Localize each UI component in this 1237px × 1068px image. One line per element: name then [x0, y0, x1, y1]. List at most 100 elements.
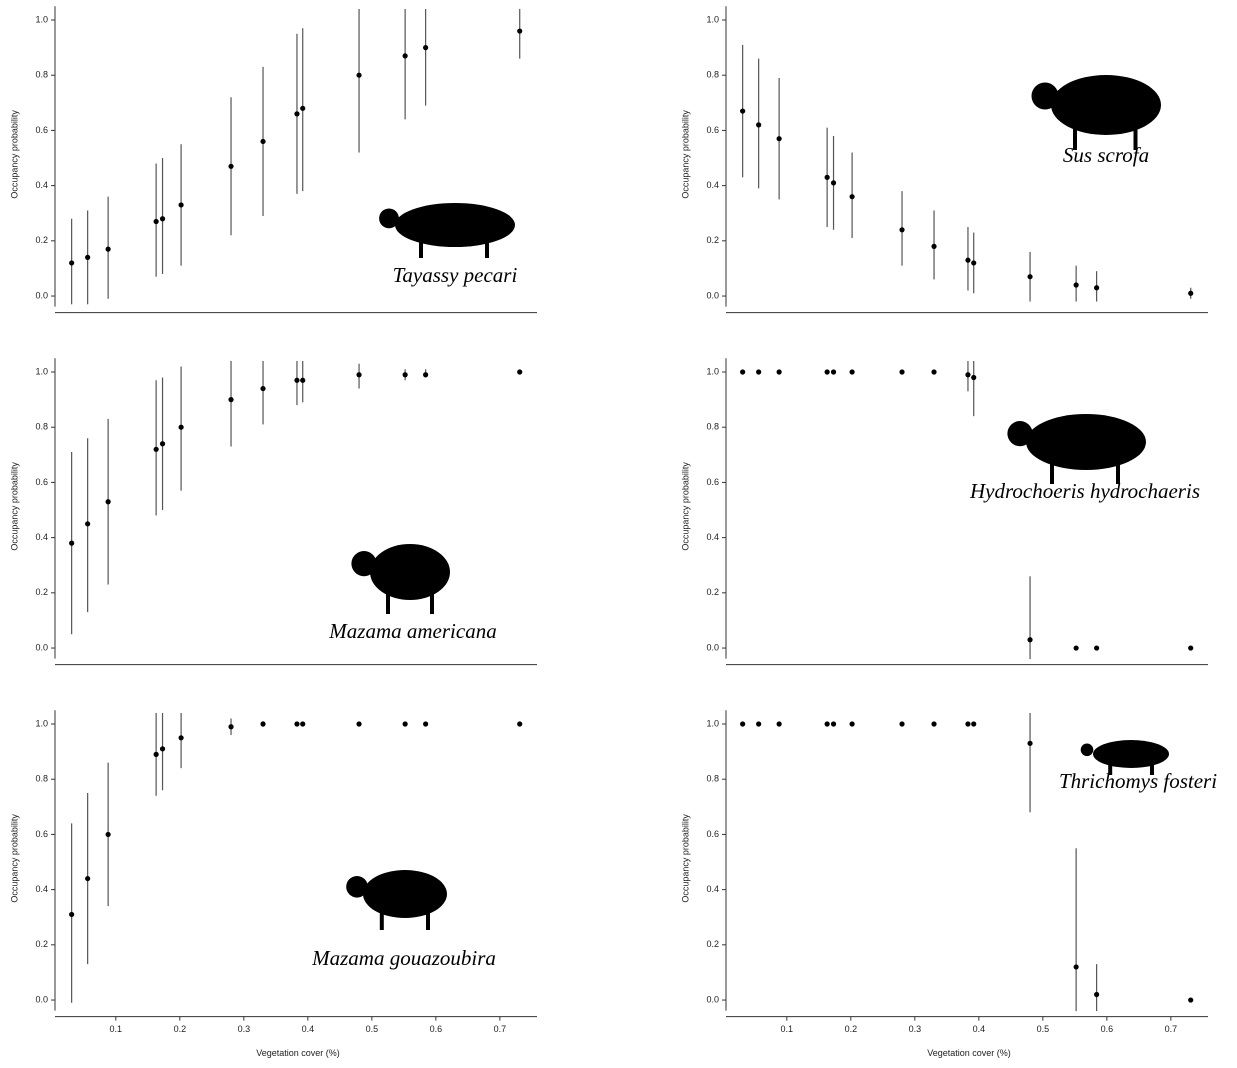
- x-tick-label: 0.4: [302, 1024, 315, 1034]
- y-tick-label: 0.8: [35, 774, 48, 784]
- x-tick-label: 0.7: [494, 1024, 507, 1034]
- point: [260, 138, 266, 145]
- y-tick-label: 0.0: [706, 290, 719, 300]
- panel: 0.0 0.2 0.4 0.6 0.8 1.0 0.1 0.2 0.3 0.4 0.5 0.6 0.7 O…: [9, 710, 537, 1058]
- animal-silhouette: [370, 544, 450, 600]
- point: [85, 254, 91, 260]
- y-tick-label: 0.2: [706, 939, 719, 949]
- y-axis-label: Occupancy probability: [9, 110, 19, 199]
- point: [1188, 290, 1194, 296]
- y-axis-label: Occupancy probability: [9, 814, 19, 903]
- point: [971, 721, 977, 727]
- point: [931, 721, 937, 727]
- point: [159, 441, 166, 447]
- point: [1073, 282, 1079, 288]
- y-tick-label: 0.6: [706, 125, 719, 135]
- point: [69, 540, 75, 546]
- panel: 0.0 0.2 0.4 0.6 0.8 1.0 Occupancy probability M…: [9, 358, 537, 666]
- point: [153, 218, 159, 225]
- point: [517, 369, 523, 375]
- animal-silhouette: [419, 225, 423, 258]
- point: [1094, 991, 1100, 998]
- point: [159, 216, 166, 222]
- point: [776, 721, 782, 727]
- y-tick-label: 0.4: [706, 180, 719, 190]
- point: [824, 369, 830, 375]
- point: [965, 721, 971, 727]
- point: [899, 721, 905, 727]
- y-tick-label: 0.0: [35, 642, 48, 652]
- point: [776, 369, 782, 375]
- x-tick-label: 0.6: [430, 1024, 443, 1034]
- point: [105, 831, 111, 838]
- y-tick-label: 0.0: [35, 994, 48, 1004]
- point: [1073, 964, 1079, 970]
- point: [85, 875, 91, 882]
- x-tick-label: 0.5: [366, 1024, 379, 1034]
- animal-silhouette: [379, 208, 399, 229]
- y-tick-label: 0.0: [35, 290, 48, 300]
- animal-silhouette: [1150, 754, 1154, 775]
- y-tick-label: 0.4: [35, 532, 48, 542]
- animal-silhouette: [386, 572, 390, 614]
- y-tick-label: 0.6: [706, 477, 719, 487]
- point: [849, 369, 855, 375]
- animal-silhouette: [485, 225, 489, 258]
- y-tick-label: 0.2: [35, 939, 48, 949]
- point: [423, 45, 429, 51]
- point: [159, 746, 166, 752]
- y-tick-label: 0.8: [35, 422, 48, 432]
- species-title: Mazama gouazoubira: [311, 946, 496, 970]
- y-tick-label: 0.4: [706, 532, 719, 542]
- species-title: Sus scrofa: [1063, 143, 1149, 167]
- x-tick-label: 0.2: [174, 1024, 187, 1034]
- point: [294, 111, 300, 117]
- x-tick-label: 0.4: [973, 1024, 986, 1034]
- point: [971, 260, 977, 266]
- point: [1188, 997, 1194, 1003]
- y-tick-label: 0.6: [35, 477, 48, 487]
- point: [153, 751, 159, 757]
- point: [517, 721, 523, 727]
- animal-silhouette: [395, 203, 515, 247]
- point: [356, 721, 362, 727]
- animal-silhouette: [1026, 414, 1146, 470]
- point: [1094, 285, 1100, 291]
- point: [402, 721, 408, 727]
- x-tick-label: 0.6: [1101, 1024, 1114, 1034]
- y-tick-label: 1.0: [706, 366, 719, 376]
- animal-silhouette: [1116, 442, 1120, 484]
- x-tick-label: 0.7: [1165, 1024, 1178, 1034]
- point: [69, 260, 75, 266]
- point: [965, 372, 971, 378]
- y-tick-label: 1.0: [35, 718, 48, 728]
- x-tick-label: 0.5: [1037, 1024, 1050, 1034]
- point: [69, 911, 75, 918]
- species-title: Mazama americana: [328, 619, 496, 643]
- point: [1027, 274, 1033, 280]
- animal-silhouette: [351, 551, 377, 577]
- x-axis-label: Vegetation cover (%): [256, 1048, 340, 1058]
- point: [178, 735, 184, 741]
- point: [228, 163, 234, 169]
- animal-silhouette: [1031, 82, 1059, 110]
- y-tick-label: 0.4: [35, 884, 48, 894]
- point: [294, 377, 300, 383]
- y-tick-label: 0.2: [706, 235, 719, 245]
- point: [824, 174, 830, 180]
- point: [1094, 645, 1100, 651]
- x-tick-label: 0.1: [781, 1024, 794, 1034]
- animal-silhouette: [426, 894, 430, 930]
- panel: 0.0 0.2 0.4 0.6 0.8 1.0 Occupancy probability S…: [680, 6, 1208, 314]
- y-tick-label: 0.8: [35, 70, 48, 80]
- point: [356, 372, 362, 378]
- panel: 0.0 0.2 0.4 0.6 0.8 1.0 Occupancy probability H…: [680, 358, 1208, 666]
- point: [830, 369, 837, 375]
- animal-silhouette: [1108, 754, 1113, 775]
- y-tick-label: 0.4: [35, 180, 48, 190]
- y-tick-label: 0.2: [35, 235, 48, 245]
- point: [402, 372, 408, 378]
- animal-silhouette: [1093, 740, 1169, 768]
- point: [830, 180, 837, 186]
